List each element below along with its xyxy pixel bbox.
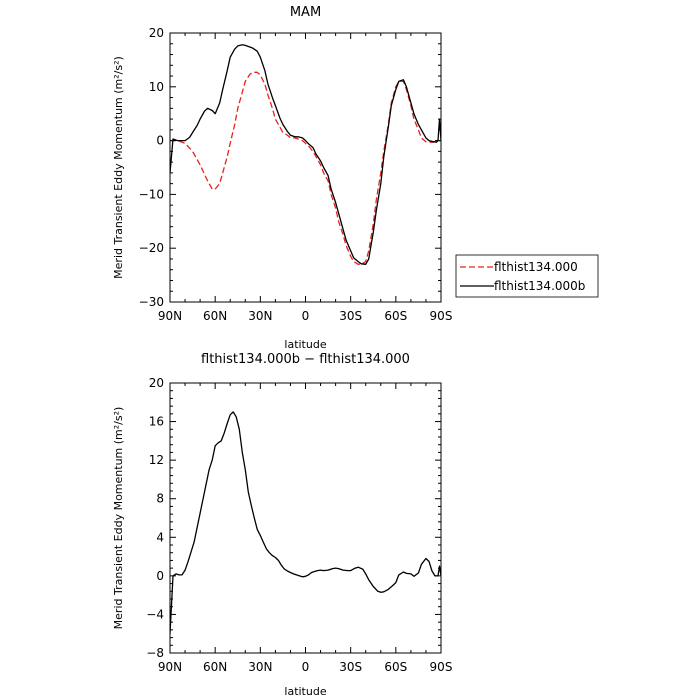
- x-tick-label: 0: [302, 309, 310, 323]
- y-tick-label: 16: [149, 415, 164, 429]
- legend: flthist134.000 flthist134.000b: [455, 254, 599, 298]
- legend-label: flthist134.000: [494, 260, 578, 274]
- x-tick-label: 0: [302, 660, 310, 674]
- y-tick-label: 20: [149, 26, 164, 40]
- x-tick-label: 30S: [339, 660, 362, 674]
- x-tick-label: 90N: [158, 309, 182, 323]
- y-axis-title: Merid Transient Eddy Momentum (m²/s²): [112, 56, 125, 279]
- x-tick-label: 60S: [384, 660, 407, 674]
- x-tick-label: 90S: [430, 309, 453, 323]
- y-tick-label: 12: [149, 453, 164, 467]
- legend-box: [455, 254, 599, 298]
- x-tick-label: 60S: [384, 309, 407, 323]
- x-axis-title: latitude: [284, 338, 326, 351]
- x-tick-label: 30N: [248, 309, 272, 323]
- plot-frame: [169, 382, 442, 654]
- y-tick-label: 8: [156, 492, 164, 506]
- y-axis-title: Merid Transient Eddy Momentum (m²/s²): [112, 407, 125, 630]
- y-tick-label: −8: [146, 646, 164, 660]
- chart-title: MAM: [290, 5, 321, 20]
- y-tick-label: 20: [149, 376, 164, 390]
- top-chart-panel: MAM 90N 60N 30N 0 30S 60S 90S −30 −20 −10 0 10 20 lati…: [112, 5, 599, 351]
- y-tick-label: 0: [156, 569, 164, 583]
- x-tick-label: 30N: [248, 660, 272, 674]
- series-line-flthist134-000: [170, 71, 441, 265]
- y-tick-label: −10: [139, 187, 164, 201]
- legend-label: flthist134.000b: [494, 279, 585, 293]
- plot-frame: [169, 32, 442, 303]
- y-tick-label: −30: [139, 295, 164, 309]
- y-tick-label: 0: [156, 134, 164, 148]
- x-tick-label: 60N: [203, 660, 227, 674]
- y-tick-label: −4: [146, 607, 164, 621]
- y-tick-label: −20: [139, 241, 164, 255]
- bottom-chart-panel: flthist134.000b − flthist134.000 90N 60N 30…: [112, 352, 452, 698]
- x-tick-label: 90N: [158, 660, 182, 674]
- chart-title: flthist134.000b − flthist134.000: [201, 352, 410, 367]
- series-line-difference: [170, 411, 441, 634]
- x-axis-title: latitude: [284, 685, 326, 698]
- x-tick-label: 60N: [203, 309, 227, 323]
- x-tick-label: 90S: [430, 660, 453, 674]
- series-line-flthist134-000b: [170, 44, 441, 265]
- y-tick-label: 10: [149, 80, 164, 94]
- x-tick-label: 30S: [339, 309, 362, 323]
- y-tick-label: 4: [156, 530, 164, 544]
